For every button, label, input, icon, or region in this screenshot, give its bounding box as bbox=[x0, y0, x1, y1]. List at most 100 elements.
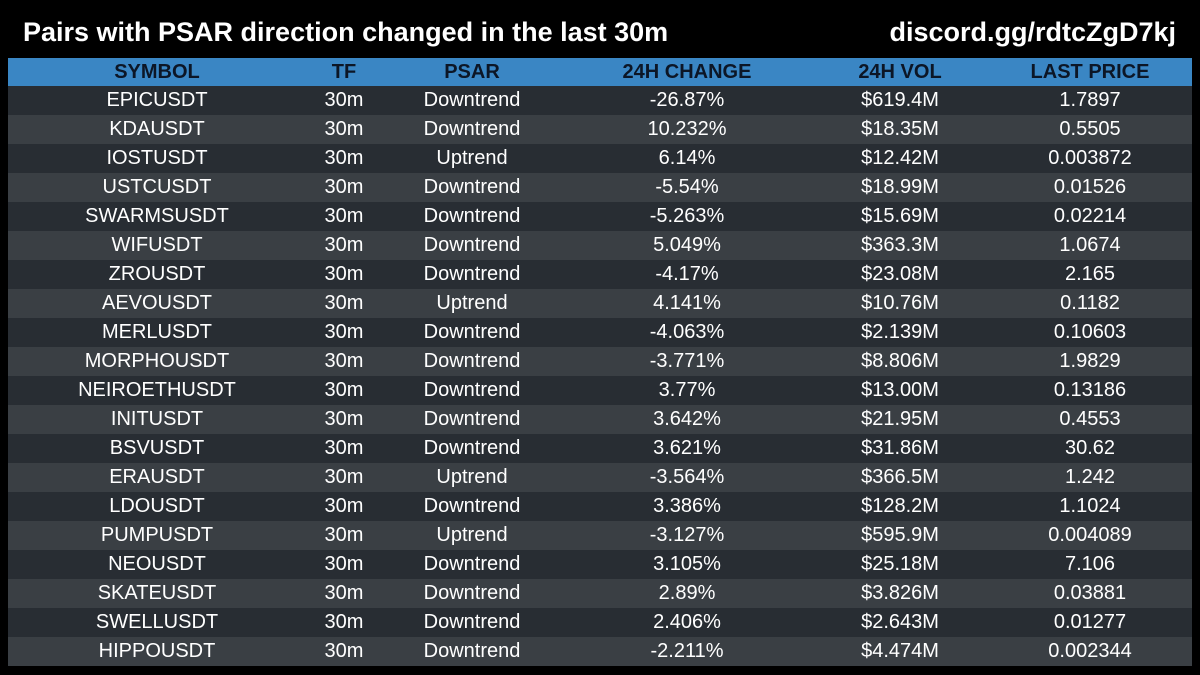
cell-symbol: AEVOUSDT bbox=[101, 292, 213, 314]
table-row[interactable]: PUMPUSDT 30m Uptrend -3.127% $595.9M 0.004089 bbox=[8, 521, 1192, 550]
table-row[interactable]: INITUSDT 30m Downtrend 3.642% $21.95M 0.4553 bbox=[8, 405, 1192, 434]
cell-24h-change: 3.105% bbox=[653, 553, 721, 575]
cell-tf: 30m bbox=[324, 553, 364, 575]
table-row[interactable]: HIPPOUSDT 30m Downtrend -2.211% $4.474M 0.002… bbox=[8, 637, 1192, 666]
cell-24h-vol: $18.99M bbox=[861, 176, 939, 198]
cell-24h-change: 3.386% bbox=[653, 495, 721, 517]
cell-psar: Uptrend bbox=[436, 292, 508, 314]
table-row[interactable]: MORPHOUSDT 30m Downtrend -3.771% $8.806M 1.98… bbox=[8, 347, 1192, 376]
table-row[interactable]: USTCUSDT 30m Downtrend -5.54% $18.99M 0.01526 bbox=[8, 173, 1192, 202]
cell-symbol: EPICUSDT bbox=[106, 89, 208, 111]
cell-psar: Downtrend bbox=[423, 379, 521, 401]
psar-table: SYMBOL TF PSAR 24H CHANGE 24H VOL LAST P… bbox=[8, 58, 1192, 666]
cell-24h-vol: $13.00M bbox=[861, 379, 939, 401]
cell-symbol: WIFUSDT bbox=[111, 234, 203, 256]
cell-24h-vol: $366.5M bbox=[861, 466, 939, 488]
column-header-symbol[interactable]: SYMBOL bbox=[114, 61, 200, 83]
cell-symbol: USTCUSDT bbox=[102, 176, 212, 198]
cell-last-price: 0.02214 bbox=[1053, 205, 1127, 227]
table-body: EPICUSDT 30m Downtrend -26.87% $619.4M 1.7897… bbox=[8, 86, 1192, 666]
cell-24h-vol: $23.08M bbox=[861, 263, 939, 285]
cell-24h-change: -5.263% bbox=[649, 205, 725, 227]
cell-tf: 30m bbox=[324, 321, 364, 343]
cell-24h-change: 3.77% bbox=[658, 379, 716, 401]
cell-24h-change: 2.89% bbox=[658, 582, 716, 604]
cell-24h-change: 10.232% bbox=[647, 118, 727, 140]
cell-tf: 30m bbox=[324, 379, 364, 401]
cell-tf: 30m bbox=[324, 176, 364, 198]
cell-tf: 30m bbox=[324, 147, 364, 169]
cell-tf: 30m bbox=[324, 495, 364, 517]
cell-24h-vol: $12.42M bbox=[861, 147, 939, 169]
cell-symbol: PUMPUSDT bbox=[100, 524, 214, 546]
table-row[interactable]: EPICUSDT 30m Downtrend -26.87% $619.4M 1.7897 bbox=[8, 86, 1192, 115]
table-row[interactable]: SKATEUSDT 30m Downtrend 2.89% $3.826M 0.03881 bbox=[8, 579, 1192, 608]
table-row[interactable]: LDOUSDT 30m Downtrend 3.386% $128.2M 1.1024 bbox=[8, 492, 1192, 521]
cell-last-price: 1.9829 bbox=[1059, 350, 1121, 372]
cell-24h-vol: $2.139M bbox=[861, 321, 939, 343]
cell-24h-change: -3.771% bbox=[649, 350, 725, 372]
cell-24h-vol: $363.3M bbox=[861, 234, 939, 256]
table-row[interactable]: BSVUSDT 30m Downtrend 3.621% $31.86M 30.62 bbox=[8, 434, 1192, 463]
cell-24h-vol: $18.35M bbox=[861, 118, 939, 140]
cell-tf: 30m bbox=[324, 466, 364, 488]
table-row[interactable]: ERAUSDT 30m Uptrend -3.564% $366.5M 1.242 bbox=[8, 463, 1192, 492]
cell-last-price: 0.4553 bbox=[1059, 408, 1121, 430]
column-header-24h-change[interactable]: 24H CHANGE bbox=[622, 61, 752, 83]
cell-24h-vol: $4.474M bbox=[861, 640, 939, 662]
column-header-last-price[interactable]: LAST PRICE bbox=[1030, 61, 1150, 83]
cell-24h-vol: $31.86M bbox=[861, 437, 939, 459]
table-row[interactable]: SWARMSUSDT 30m Downtrend -5.263% $15.69M 0.02… bbox=[8, 202, 1192, 231]
cell-psar: Downtrend bbox=[423, 611, 521, 633]
cell-24h-change: -5.54% bbox=[655, 176, 719, 198]
table-row[interactable]: ZROUSDT 30m Downtrend -4.17% $23.08M 2.165 bbox=[8, 260, 1192, 289]
table-row[interactable]: AEVOUSDT 30m Uptrend 4.141% $10.76M 0.1182 bbox=[8, 289, 1192, 318]
cell-tf: 30m bbox=[324, 640, 364, 662]
cell-24h-change: -4.063% bbox=[649, 321, 725, 343]
cell-last-price: 0.002344 bbox=[1048, 640, 1132, 662]
cell-psar: Uptrend bbox=[436, 524, 508, 546]
cell-tf: 30m bbox=[324, 292, 364, 314]
cell-last-price: 0.5505 bbox=[1059, 118, 1121, 140]
table-row[interactable]: IOSTUSDT 30m Uptrend 6.14% $12.42M 0.003872 bbox=[8, 144, 1192, 173]
cell-symbol: SWELLUSDT bbox=[95, 611, 219, 633]
cell-psar: Downtrend bbox=[423, 176, 521, 198]
cell-24h-change: 6.14% bbox=[658, 147, 716, 169]
cell-last-price: 1.1024 bbox=[1059, 495, 1121, 517]
cell-last-price: 0.1182 bbox=[1060, 292, 1120, 314]
cell-symbol: SWARMSUSDT bbox=[85, 205, 229, 227]
cell-last-price: 0.004089 bbox=[1048, 524, 1132, 546]
cell-tf: 30m bbox=[324, 263, 364, 285]
cell-tf: 30m bbox=[324, 118, 364, 140]
cell-24h-vol: $10.76M bbox=[861, 292, 939, 314]
cell-psar: Downtrend bbox=[423, 553, 521, 575]
cell-psar: Downtrend bbox=[423, 495, 521, 517]
column-header-tf[interactable]: TF bbox=[331, 61, 357, 83]
cell-symbol: MERLUSDT bbox=[101, 321, 212, 343]
table-row[interactable]: WIFUSDT 30m Downtrend 5.049% $363.3M 1.0674 bbox=[8, 231, 1192, 260]
cell-psar: Downtrend bbox=[423, 437, 521, 459]
cell-psar: Downtrend bbox=[423, 263, 521, 285]
cell-last-price: 7.106 bbox=[1064, 553, 1116, 575]
cell-symbol: KDAUSDT bbox=[109, 118, 205, 140]
cell-24h-change: -3.127% bbox=[649, 524, 725, 546]
discord-link[interactable]: discord.gg/rdtcZgD7kj bbox=[889, 17, 1176, 47]
column-header-psar[interactable]: PSAR bbox=[444, 61, 500, 83]
table-row[interactable]: MERLUSDT 30m Downtrend -4.063% $2.139M 0.1060… bbox=[8, 318, 1192, 347]
cell-psar: Downtrend bbox=[423, 234, 521, 256]
cell-tf: 30m bbox=[324, 437, 364, 459]
cell-last-price: 0.10603 bbox=[1053, 321, 1127, 343]
cell-symbol: INITUSDT bbox=[110, 408, 204, 430]
column-header-24h-vol[interactable]: 24H VOL bbox=[858, 61, 942, 83]
table-row[interactable]: NEOUSDT 30m Downtrend 3.105% $25.18M 7.106 bbox=[8, 550, 1192, 579]
cell-psar: Uptrend bbox=[436, 466, 508, 488]
table-row[interactable]: KDAUSDT 30m Downtrend 10.232% $18.35M 0.5505 bbox=[8, 115, 1192, 144]
table-row[interactable]: NEIROETHUSDT 30m Downtrend 3.77% $13.00M 0.13… bbox=[8, 376, 1192, 405]
table-row[interactable]: SWELLUSDT 30m Downtrend 2.406% $2.643M 0.0127… bbox=[8, 608, 1192, 637]
cell-psar: Downtrend bbox=[423, 321, 521, 343]
cell-psar: Downtrend bbox=[423, 350, 521, 372]
cell-symbol: HIPPOUSDT bbox=[98, 640, 216, 662]
cell-24h-change: 2.406% bbox=[653, 611, 721, 633]
cell-tf: 30m bbox=[324, 205, 364, 227]
